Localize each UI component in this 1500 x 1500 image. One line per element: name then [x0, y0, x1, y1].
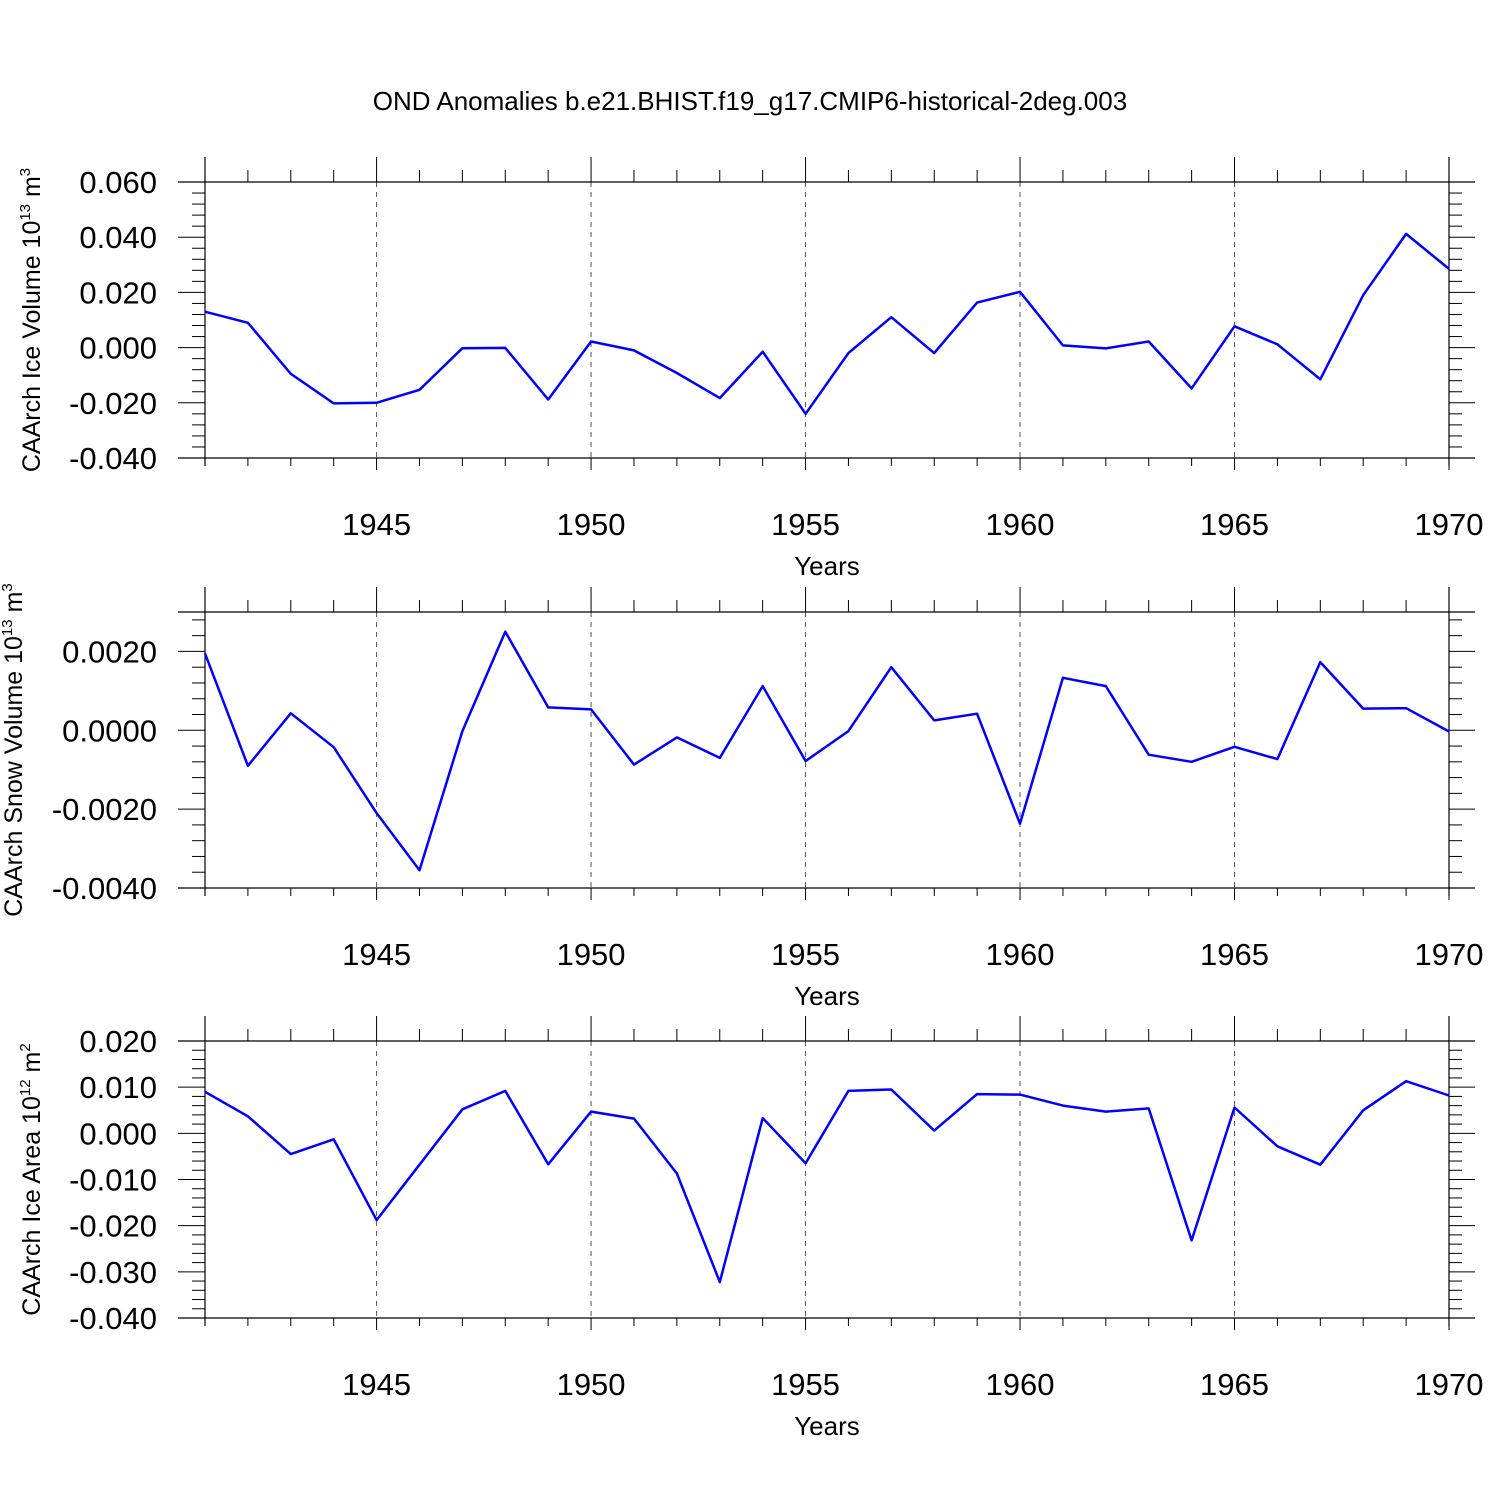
x-tick-label: 1950: [557, 1367, 626, 1402]
y-tick-label: 0.0000: [62, 713, 157, 748]
y-tick-label: 0.000: [79, 331, 157, 366]
y-axis-label-part: CAArch Snow Volume 10: [0, 636, 28, 917]
x-tick-label: 1955: [771, 507, 840, 542]
y-axis-label-part: CAArch Ice Volume 10: [18, 221, 46, 473]
x-tick-label: 1950: [557, 507, 626, 542]
chart-title: OND Anomalies b.e21.BHIST.f19_g17.CMIP6-…: [373, 86, 1127, 116]
y-axis-label-part: m: [18, 1052, 46, 1080]
y-axis-label-part: m: [0, 592, 28, 620]
y-axis-label-superscript: 13: [17, 204, 34, 221]
x-tick-label: 1945: [342, 937, 411, 972]
x-tick-label: 1970: [1415, 937, 1484, 972]
y-tick-label: -0.030: [69, 1255, 157, 1290]
y-tick-label: -0.040: [69, 1301, 157, 1336]
y-tick-label: 0.020: [79, 1024, 157, 1059]
y-axis-label-superscript: 2: [17, 1043, 34, 1051]
x-tick-label: 1965: [1200, 937, 1269, 972]
y-tick-label: 0.000: [79, 1116, 157, 1151]
x-tick-label: 1965: [1200, 1367, 1269, 1402]
x-axis-label: Years: [794, 1411, 860, 1441]
x-tick-label: 1960: [986, 937, 1055, 972]
x-tick-label: 1945: [342, 507, 411, 542]
y-axis-label: CAArch Ice Area 1012 m2: [17, 1043, 46, 1315]
x-tick-label: 1950: [557, 937, 626, 972]
y-tick-label: -0.020: [69, 1209, 157, 1244]
x-tick-label: 1965: [1200, 507, 1269, 542]
y-tick-label: 0.060: [79, 165, 157, 200]
y-tick-label: -0.020: [69, 386, 157, 421]
y-axis-label-superscript: 3: [0, 583, 16, 591]
x-tick-label: 1955: [771, 937, 840, 972]
y-axis-label-part: m: [18, 176, 46, 204]
y-axis-label: CAArch Ice Volume 1013 m3: [17, 168, 46, 472]
x-tick-label: 1960: [986, 507, 1055, 542]
x-axis-label: Years: [794, 981, 860, 1011]
x-tick-label: 1960: [986, 1367, 1055, 1402]
y-axis-label-part: CAArch Ice Area 10: [18, 1096, 46, 1316]
y-tick-label: -0.0040: [52, 871, 157, 906]
x-tick-label: 1970: [1415, 507, 1484, 542]
series-line: [204, 232, 1450, 416]
panel-2: -0.0040 -0.0020 0.0000 0.0020 1945 1950 1955 19…: [0, 583, 1483, 1011]
y-tick-label: 0.010: [79, 1070, 157, 1105]
y-axis-label-superscript: 3: [17, 168, 34, 176]
panel-3: -0.040 -0.030 -0.020 -0.010 0.000 0.010 0.020 1…: [17, 1016, 1483, 1441]
series-line: [203, 630, 1450, 872]
y-axis-label-superscript: 12: [17, 1079, 34, 1096]
y-tick-label: -0.0020: [52, 792, 157, 827]
y-axis-label-superscript: 13: [0, 619, 16, 636]
y-tick-label: -0.010: [69, 1163, 157, 1198]
y-tick-label: 0.0020: [62, 634, 157, 669]
y-axis-label: CAArch Snow Volume 1013 m3: [0, 583, 28, 917]
panel-1: -0.040 -0.020 0.000 0.020 0.040 0.060 1945 1950…: [17, 157, 1483, 581]
x-tick-label: 1970: [1415, 1367, 1484, 1402]
y-tick-label: 0.040: [79, 220, 157, 255]
x-axis-label: Years: [794, 551, 860, 581]
series-line: [204, 1079, 1450, 1284]
y-tick-label: -0.040: [69, 441, 157, 476]
x-tick-label: 1945: [342, 1367, 411, 1402]
x-tick-label: 1955: [771, 1367, 840, 1402]
y-tick-label: 0.020: [79, 275, 157, 310]
